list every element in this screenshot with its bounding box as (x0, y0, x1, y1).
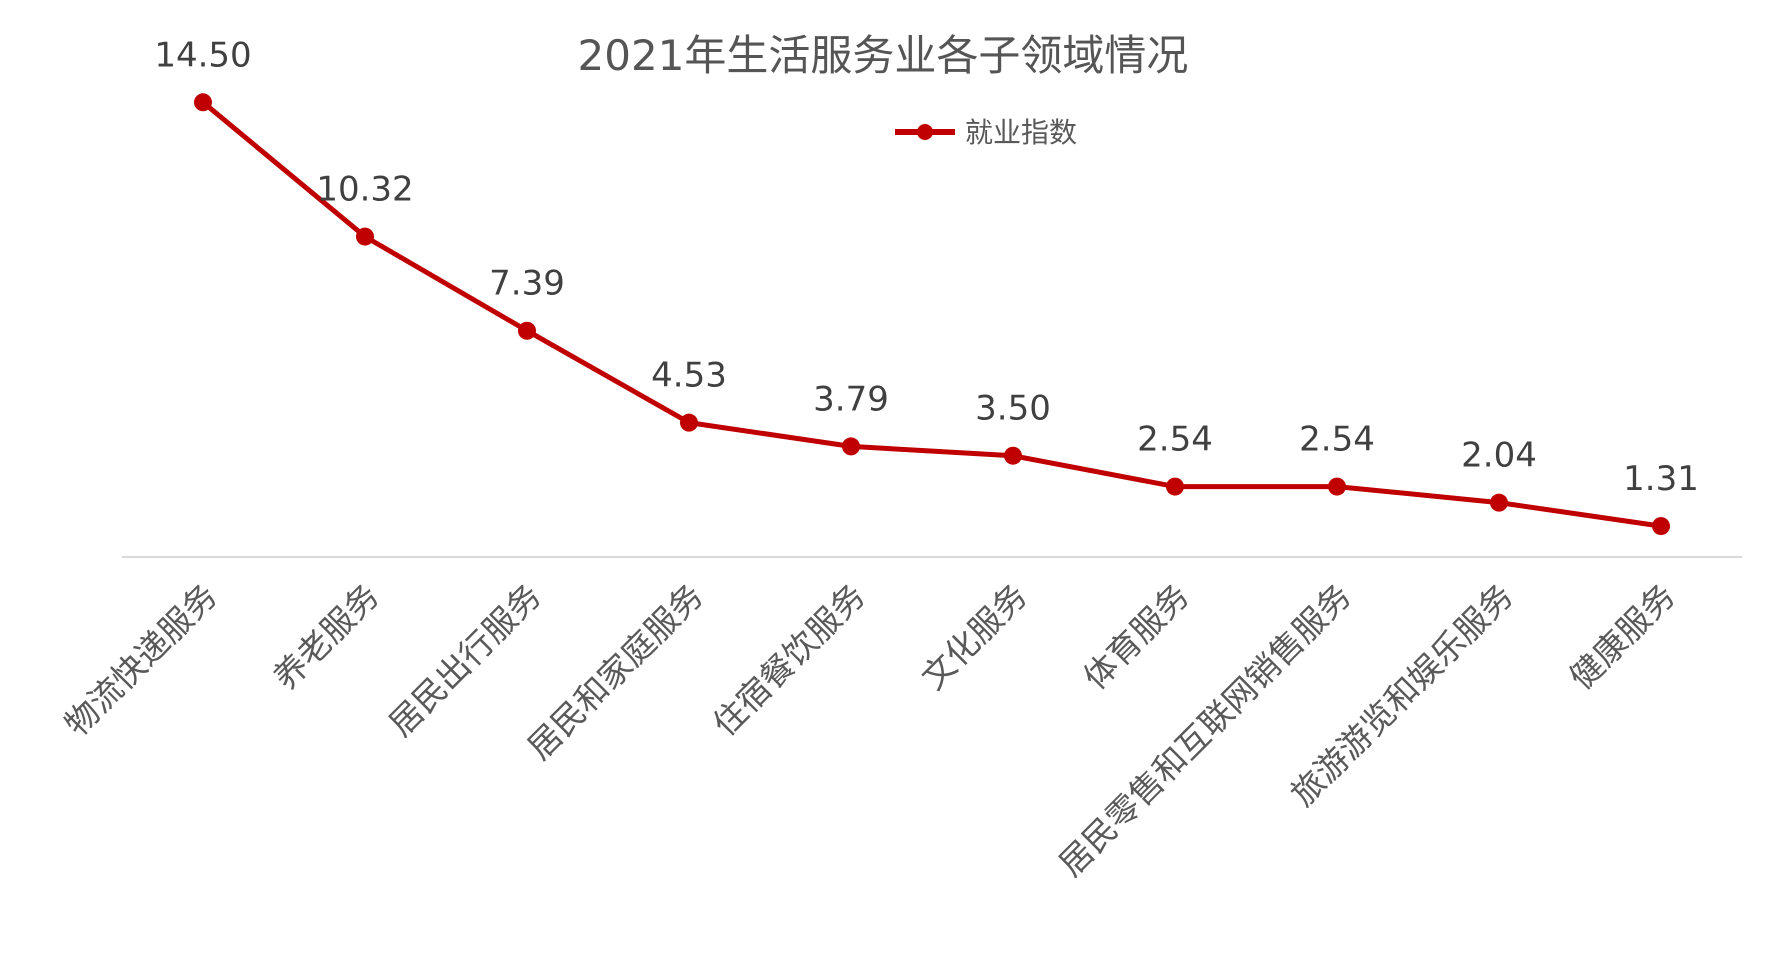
x-tick-label: 养老服务 (266, 576, 387, 697)
data-label: 10.32 (316, 170, 413, 210)
x-tick-label: 居民和家庭服务 (520, 576, 711, 767)
legend-label: 就业指数 (965, 116, 1077, 149)
data-label: 4.53 (651, 356, 727, 396)
x-tick-label: 居民零售和互联网销售服务 (1051, 576, 1359, 884)
data-point (680, 413, 698, 432)
data-point (842, 437, 860, 456)
data-point (1166, 477, 1184, 496)
x-tick-label: 体育服务 (1076, 576, 1197, 697)
data-label: 2.04 (1461, 436, 1537, 476)
data-point (1490, 493, 1508, 512)
chart-title: 2021年生活服务业各子领域情况 (578, 31, 1189, 80)
data-point (518, 321, 536, 340)
data-point (1004, 446, 1022, 465)
data-point (1652, 517, 1670, 536)
series-line (201, 100, 1662, 529)
x-tick-label: 住宿餐饮服务 (705, 576, 873, 744)
x-tick-label: 健康服务 (1562, 576, 1683, 697)
legend: 就业指数 (895, 116, 1077, 149)
x-tick-label: 物流快递服务 (57, 576, 225, 744)
legend-point-marker (917, 124, 933, 140)
data-label: 2.54 (1299, 420, 1375, 460)
data-label: 3.79 (813, 379, 889, 419)
data-point (194, 93, 212, 112)
data-point (1328, 477, 1346, 496)
data-label: 1.31 (1623, 459, 1699, 499)
data-label: 14.50 (154, 35, 251, 75)
data-label: 3.50 (975, 389, 1051, 429)
data-point (356, 227, 374, 246)
x-tick-label: 文化服务 (914, 576, 1035, 697)
data-label: 7.39 (489, 264, 565, 304)
data-label: 2.54 (1137, 420, 1213, 460)
x-tick-label: 居民出行服务 (381, 576, 549, 744)
